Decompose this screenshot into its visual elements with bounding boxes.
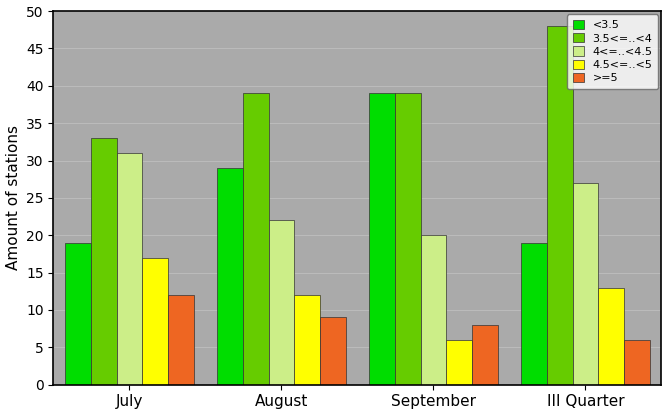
Bar bbox=[572, 183, 598, 385]
Bar bbox=[420, 235, 446, 385]
Bar bbox=[521, 243, 547, 385]
Bar bbox=[624, 340, 650, 385]
Bar bbox=[65, 243, 91, 385]
Bar bbox=[91, 138, 117, 385]
Bar bbox=[472, 325, 498, 385]
Legend: <3.5, 3.5<=..<4, 4<=..<4.5, 4.5<=..<5, >=5: <3.5, 3.5<=..<4, 4<=..<4.5, 4.5<=..<5, >… bbox=[567, 15, 658, 89]
Bar bbox=[598, 288, 624, 385]
Bar bbox=[294, 295, 320, 385]
Bar bbox=[168, 295, 194, 385]
Bar bbox=[269, 220, 294, 385]
Bar bbox=[117, 153, 142, 385]
Bar bbox=[320, 317, 346, 385]
Bar bbox=[369, 93, 395, 385]
Bar bbox=[217, 168, 243, 385]
Y-axis label: Amount of stations: Amount of stations bbox=[5, 125, 21, 271]
Bar bbox=[395, 93, 420, 385]
Bar bbox=[547, 26, 572, 385]
Bar bbox=[142, 258, 168, 385]
Bar bbox=[243, 93, 269, 385]
Bar bbox=[446, 340, 472, 385]
